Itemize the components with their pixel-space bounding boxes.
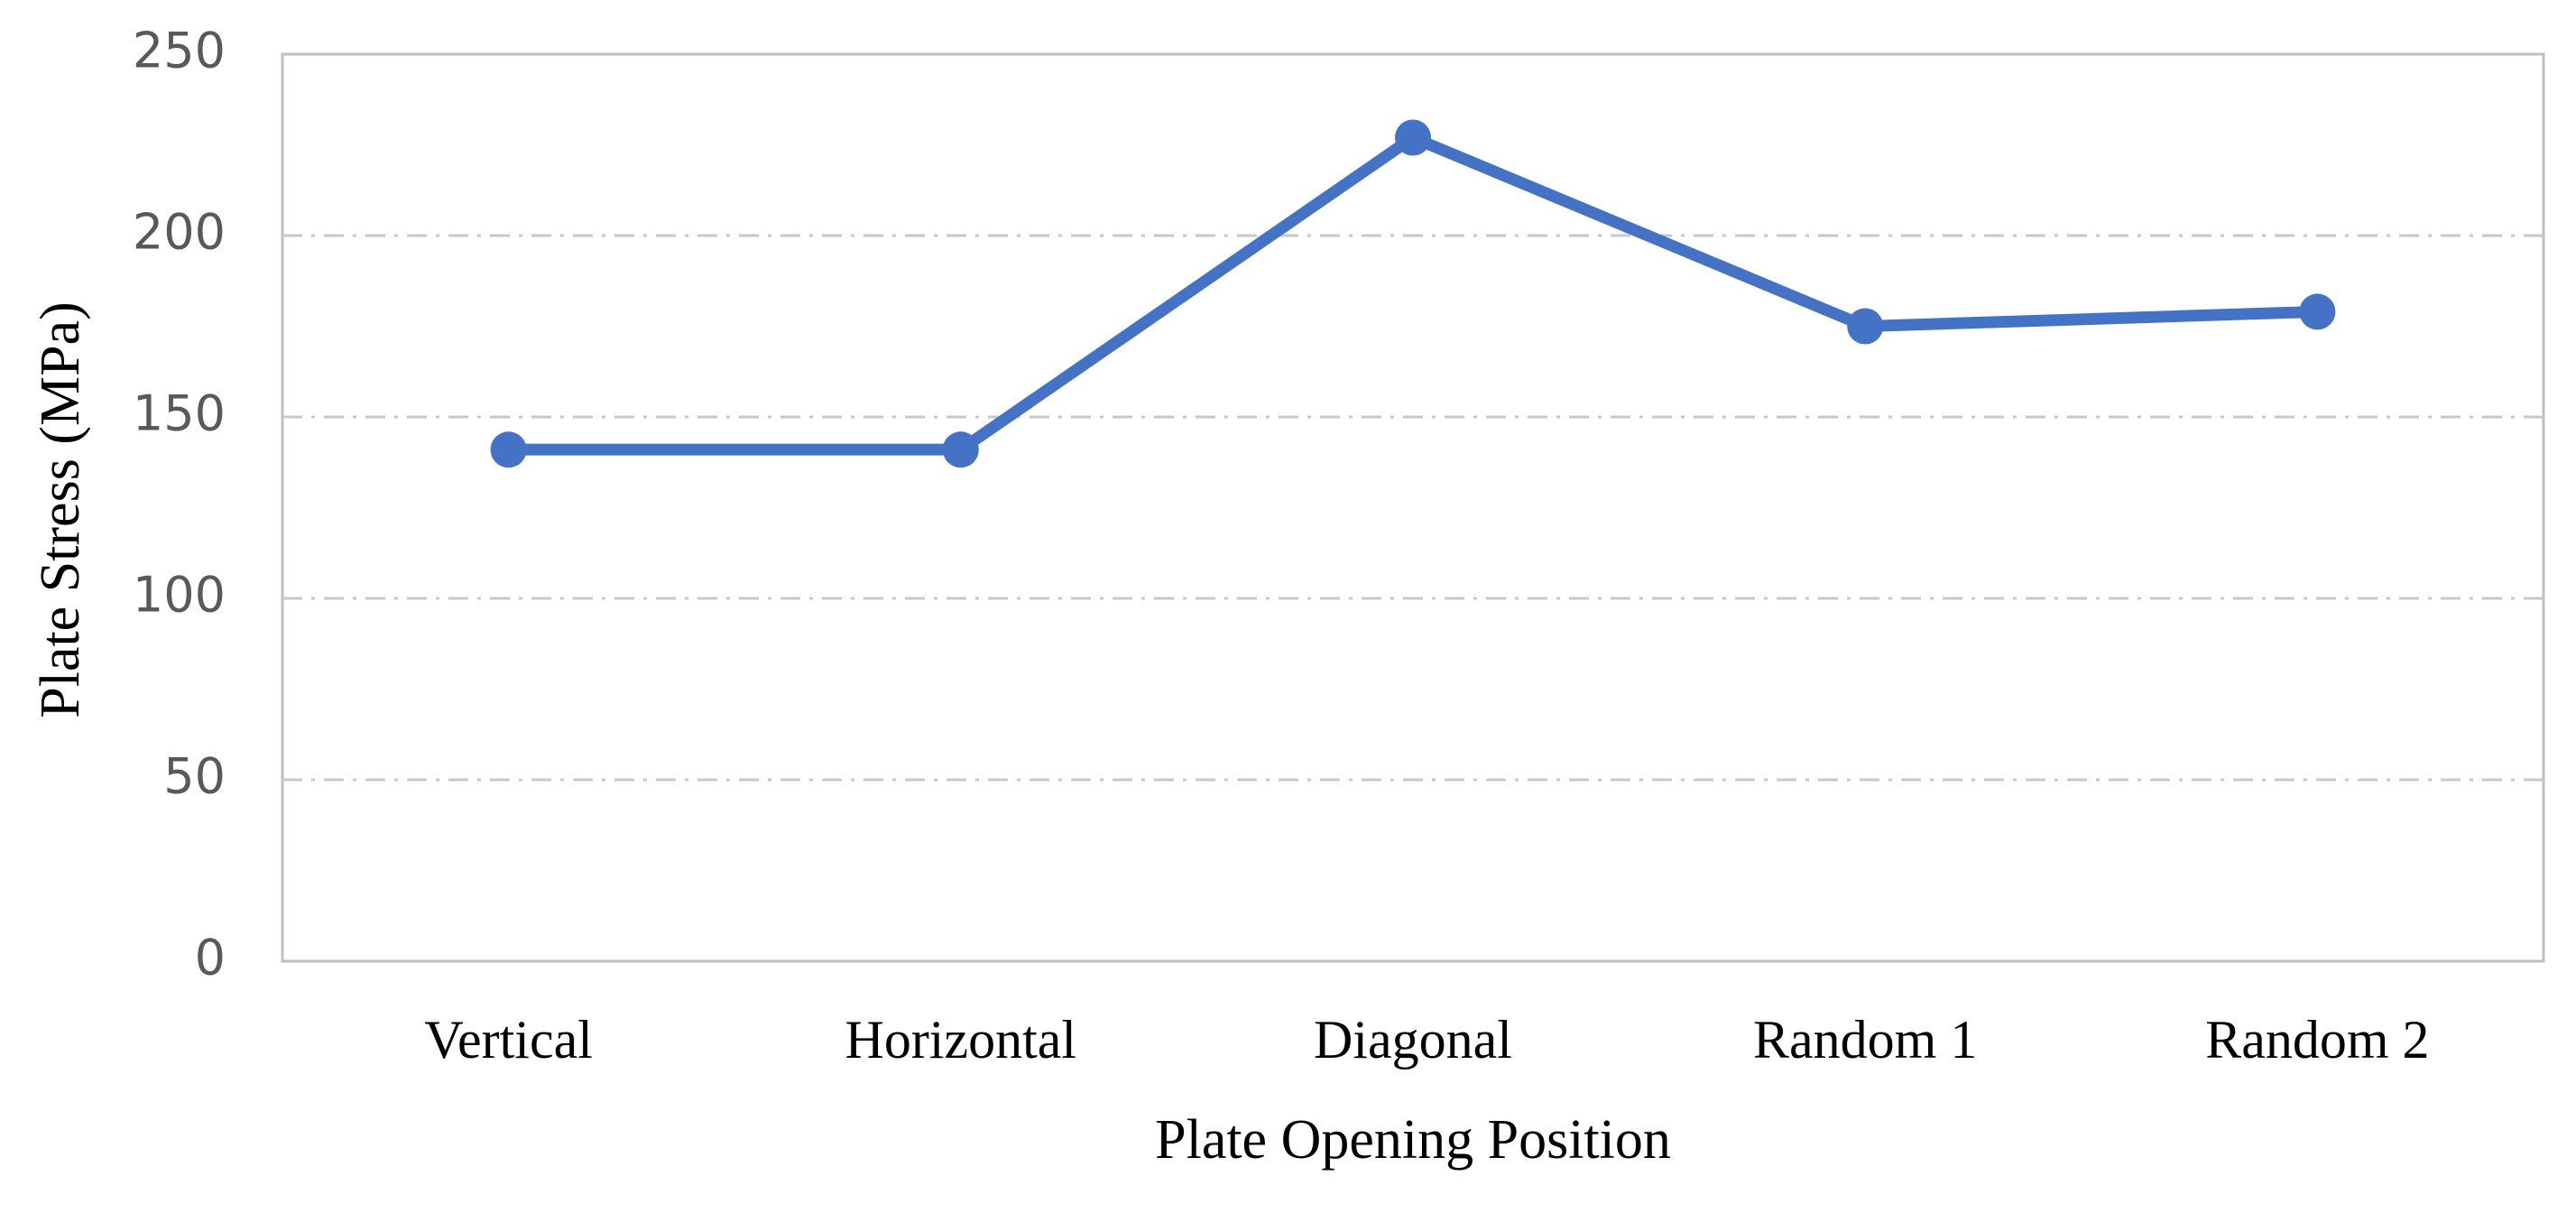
marker bbox=[1395, 119, 1431, 156]
marker bbox=[2299, 293, 2336, 330]
series-line bbox=[508, 131, 2318, 456]
y-tick-label: 0 bbox=[195, 930, 226, 986]
x-tick-label: Random 2 bbox=[2205, 1010, 2429, 1069]
y-tick-label: 200 bbox=[133, 204, 226, 261]
x-tick-label: Random 1 bbox=[1753, 1010, 1977, 1069]
x-tick-label: Vertical bbox=[424, 1010, 593, 1069]
y-axis-title: Plate Stress (MPa) bbox=[30, 301, 91, 718]
marker bbox=[942, 431, 979, 468]
y-tick-label: 100 bbox=[133, 567, 226, 624]
y-tick-label: 250 bbox=[133, 23, 226, 79]
marker bbox=[1847, 308, 1884, 345]
x-axis-title: Plate Opening Position bbox=[1155, 1109, 1671, 1171]
x-tick-label: Diagonal bbox=[1314, 1010, 1512, 1069]
plot-frame bbox=[281, 52, 2545, 963]
y-tick-label: 150 bbox=[133, 385, 226, 442]
x-tick-label: Horizontal bbox=[845, 1010, 1077, 1069]
marker bbox=[490, 431, 527, 468]
y-tick-label: 50 bbox=[163, 748, 226, 805]
